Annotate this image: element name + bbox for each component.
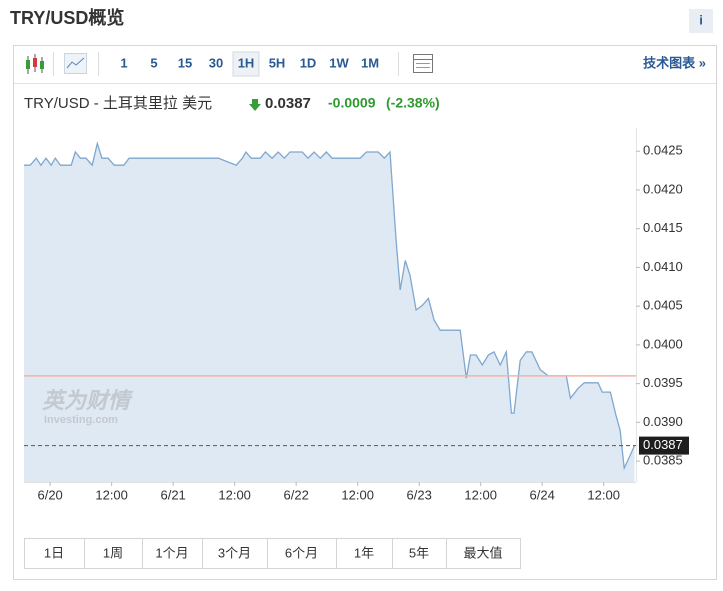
y-tick-label: 0.0420: [643, 181, 683, 196]
info-icon[interactable]: i: [699, 12, 703, 27]
x-tick-label: 12:00: [587, 487, 620, 502]
area-fill: [24, 143, 635, 482]
range-button[interactable]: [267, 538, 337, 569]
interval-button[interactable]: 1: [120, 55, 127, 70]
x-tick-label: 6/23: [407, 487, 432, 502]
y-tick-label: 0.0410: [643, 259, 683, 274]
quote-change-pct: (-2.38%): [386, 95, 440, 111]
x-tick-label: 12:00: [341, 487, 374, 502]
y-tick-label: 0.0390: [643, 414, 683, 429]
range-label[interactable]: 1日: [44, 545, 64, 560]
down-arrow: [249, 99, 261, 111]
range-button[interactable]: [24, 538, 85, 569]
interval-button[interactable]: 1H: [238, 55, 255, 70]
last-price-label: 0.0387: [643, 437, 683, 452]
y-tick-label: 0.0415: [643, 220, 683, 235]
price-line: [24, 141, 636, 471]
y-tick-label: 0.0395: [643, 375, 683, 390]
range-button[interactable]: [336, 538, 393, 569]
interval-button[interactable]: 1W: [329, 55, 349, 70]
candle-icon[interactable]: [26, 54, 44, 74]
area-icon[interactable]: [64, 53, 87, 74]
info-button[interactable]: [689, 9, 713, 33]
range-button[interactable]: [142, 538, 203, 569]
x-tick-label: 6/24: [530, 487, 555, 502]
page-title: TRY/USD概览: [10, 7, 124, 28]
watermark: Investing.com: [44, 414, 118, 426]
interval-button[interactable]: 1M: [361, 55, 379, 70]
y-tick-label: 0.0385: [643, 453, 683, 468]
range-label[interactable]: 1周: [103, 545, 123, 560]
y-tick-label: 0.0425: [643, 143, 683, 158]
interval-button[interactable]: 15: [178, 55, 192, 70]
x-tick-label: 6/20: [37, 487, 62, 502]
range-label[interactable]: 3个月: [218, 545, 251, 560]
range-label[interactable]: 6个月: [285, 545, 318, 560]
interval-button[interactable]: 5: [150, 55, 157, 70]
x-tick-label: 12:00: [218, 487, 251, 502]
interval-button[interactable]: 30: [209, 55, 223, 70]
range-label[interactable]: 1个月: [155, 545, 188, 560]
table-icon[interactable]: [413, 54, 433, 73]
interval-selected[interactable]: [232, 51, 260, 77]
range-button[interactable]: [392, 538, 447, 569]
x-tick-label: 6/21: [160, 487, 185, 502]
quote-change: -0.0009: [328, 95, 376, 111]
watermark: 英为财情: [42, 388, 134, 413]
range-button[interactable]: [84, 538, 143, 569]
range-label[interactable]: 1年: [354, 545, 374, 560]
quote-price: 0.0387: [265, 95, 311, 112]
interval-button[interactable]: 5H: [269, 55, 286, 70]
range-label[interactable]: 最大值: [463, 545, 502, 560]
x-tick-label: 6/22: [284, 487, 309, 502]
tech-chart-link[interactable]: 技术图表 »: [643, 55, 706, 70]
x-tick-label: 12:00: [464, 487, 497, 502]
range-button[interactable]: [446, 538, 521, 569]
x-tick-label: 12:00: [95, 487, 128, 502]
last-price-box: [639, 436, 689, 455]
interval-button[interactable]: 1D: [300, 55, 317, 70]
y-tick-label: 0.0405: [643, 298, 683, 313]
y-tick-label: 0.0400: [643, 336, 683, 351]
range-label[interactable]: 5年: [409, 545, 429, 560]
widget-frame: [13, 45, 717, 580]
quote-name: TRY/USD - 土耳其里拉 美元: [24, 95, 212, 112]
